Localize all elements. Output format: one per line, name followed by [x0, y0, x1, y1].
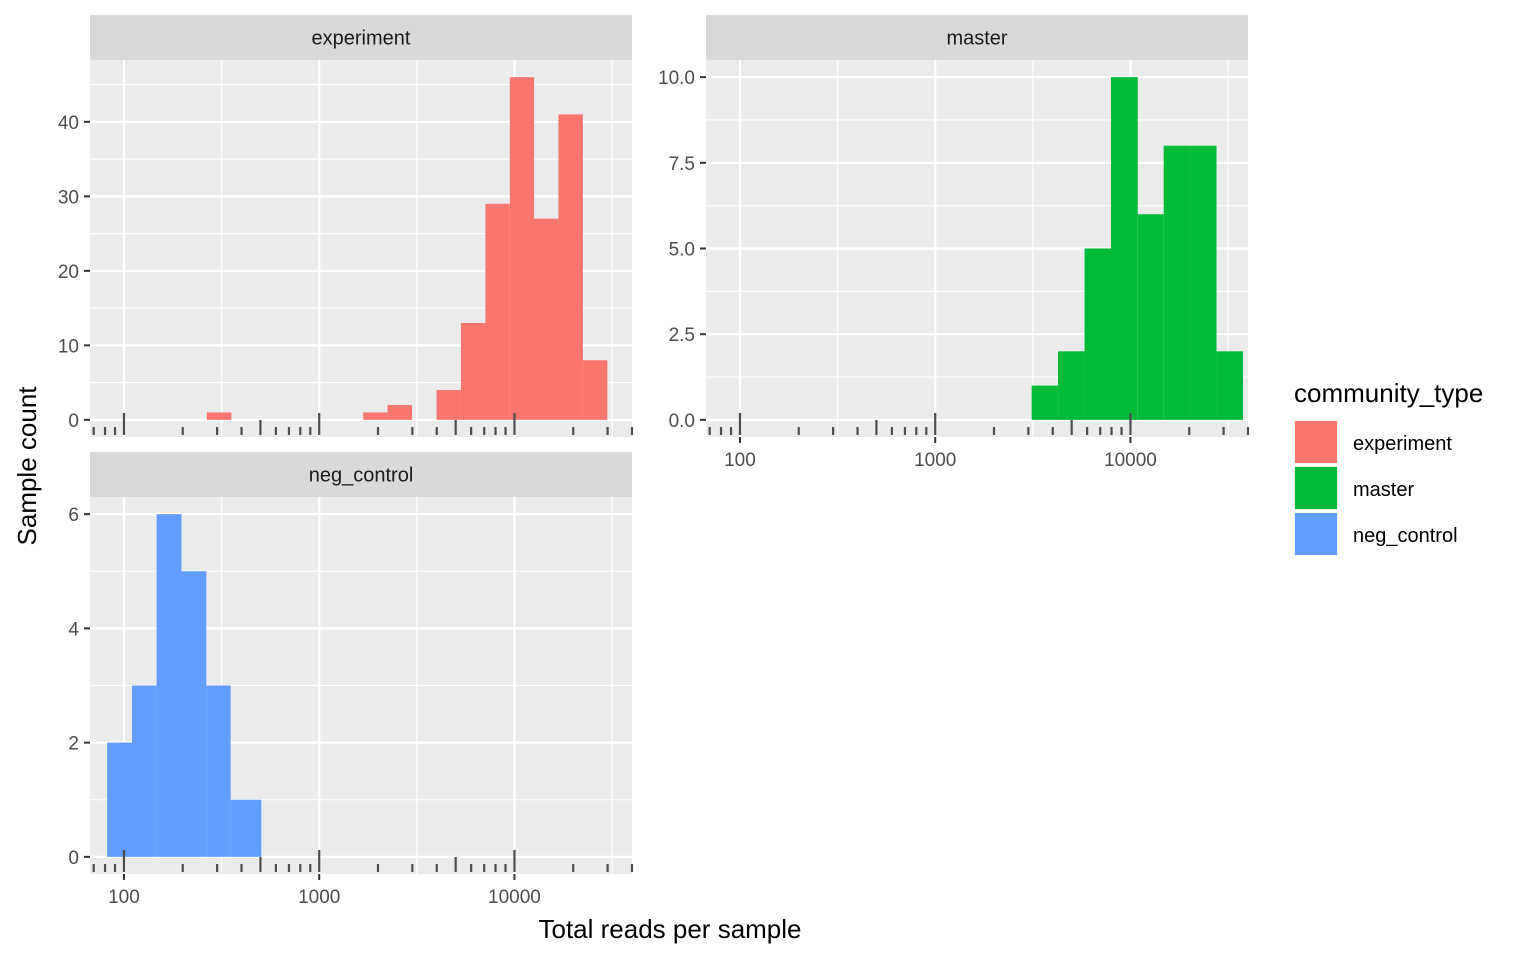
- legend-entry-neg_control: neg_control: [1294, 512, 1458, 556]
- legend-label: neg_control: [1353, 525, 1458, 547]
- legend-swatch: [1295, 421, 1337, 463]
- y-tick-label: 20: [58, 262, 79, 283]
- histogram-bar: [558, 114, 583, 420]
- histogram-bar: [156, 514, 182, 857]
- histogram-bar: [509, 77, 535, 420]
- legend-swatch: [1295, 467, 1337, 509]
- panel-master: master 0.0 2.5 5.0 7.5 10.0 100 1000 10000: [658, 15, 1250, 471]
- x-tick-label: 10000: [488, 887, 541, 908]
- x-axis-title: Total reads per sample: [538, 914, 801, 944]
- histogram-bar: [206, 685, 231, 857]
- x-tick-label: 100: [108, 887, 140, 908]
- strip-label-neg_control: neg_control: [309, 465, 414, 487]
- histogram-bar: [1031, 385, 1059, 420]
- strip-label-experiment: experiment: [312, 28, 411, 50]
- histogram-bar: [107, 742, 133, 857]
- y-tick-label: 7.5: [669, 154, 695, 175]
- panels-layer: experiment010203040master0.02.55.07.510.…: [58, 15, 1250, 908]
- histogram-bar: [1084, 248, 1111, 420]
- y-tick-label: 0: [68, 848, 79, 869]
- legend-entries: experiment master neg_control: [1294, 420, 1458, 556]
- histogram-bar: [460, 323, 486, 420]
- histogram-bar: [1216, 351, 1243, 420]
- legend-label: experiment: [1353, 433, 1452, 455]
- histogram-bar: [1137, 214, 1164, 420]
- x-tick-label: 1000: [914, 450, 956, 471]
- histogram-bar: [1163, 145, 1191, 420]
- y-tick-label: 10.0: [658, 68, 695, 89]
- strip-neg_control: [90, 452, 632, 497]
- histogram-bar: [485, 203, 510, 420]
- histogram-bar: [181, 571, 207, 857]
- strip-master: [706, 15, 1248, 60]
- x-tick-label: 10000: [1104, 450, 1157, 471]
- y-tick-label: 40: [58, 113, 79, 134]
- legend-entry-master: master: [1294, 466, 1414, 510]
- histogram-bar: [534, 218, 559, 420]
- x-tick-label: 1000: [298, 887, 340, 908]
- histogram-bar: [132, 685, 157, 857]
- y-tick-label: 6: [68, 505, 79, 526]
- y-tick-label: 0: [68, 411, 79, 432]
- legend-label: master: [1353, 479, 1414, 501]
- legend-entry-experiment: experiment: [1294, 420, 1452, 464]
- y-tick-label: 2: [68, 734, 79, 755]
- histogram-bar: [387, 404, 413, 420]
- legend: community_type experiment master neg_contr…: [1294, 378, 1483, 556]
- histogram-bar: [206, 412, 232, 420]
- panel-experiment: experiment 0 10 20 30 40: [58, 15, 634, 437]
- strip-label-master: master: [946, 28, 1007, 50]
- legend-swatch: [1295, 513, 1337, 555]
- y-tick-label: 2.5: [669, 325, 695, 346]
- legend-title: community_type: [1294, 378, 1483, 408]
- y-tick-label: 4: [68, 619, 79, 640]
- x-tick-label: 100: [724, 450, 756, 471]
- histogram-bar: [1110, 77, 1138, 420]
- y-tick-label: 0.0: [669, 411, 695, 432]
- y-tick-label: 10: [58, 336, 79, 357]
- histogram-bar: [230, 799, 262, 857]
- histogram-bar: [1058, 351, 1085, 420]
- panel-neg_control: neg_control 0 2 4 6 100 1000 10000: [68, 452, 634, 908]
- histogram-bar: [436, 390, 461, 420]
- strip-experiment: [90, 15, 632, 60]
- y-axis-title: Sample count: [12, 386, 42, 546]
- histogram-bar: [1190, 145, 1217, 420]
- histogram-bar: [582, 360, 608, 420]
- histogram-bar: [363, 412, 388, 420]
- y-tick-label: 5.0: [669, 240, 695, 261]
- y-tick-label: 30: [58, 187, 79, 208]
